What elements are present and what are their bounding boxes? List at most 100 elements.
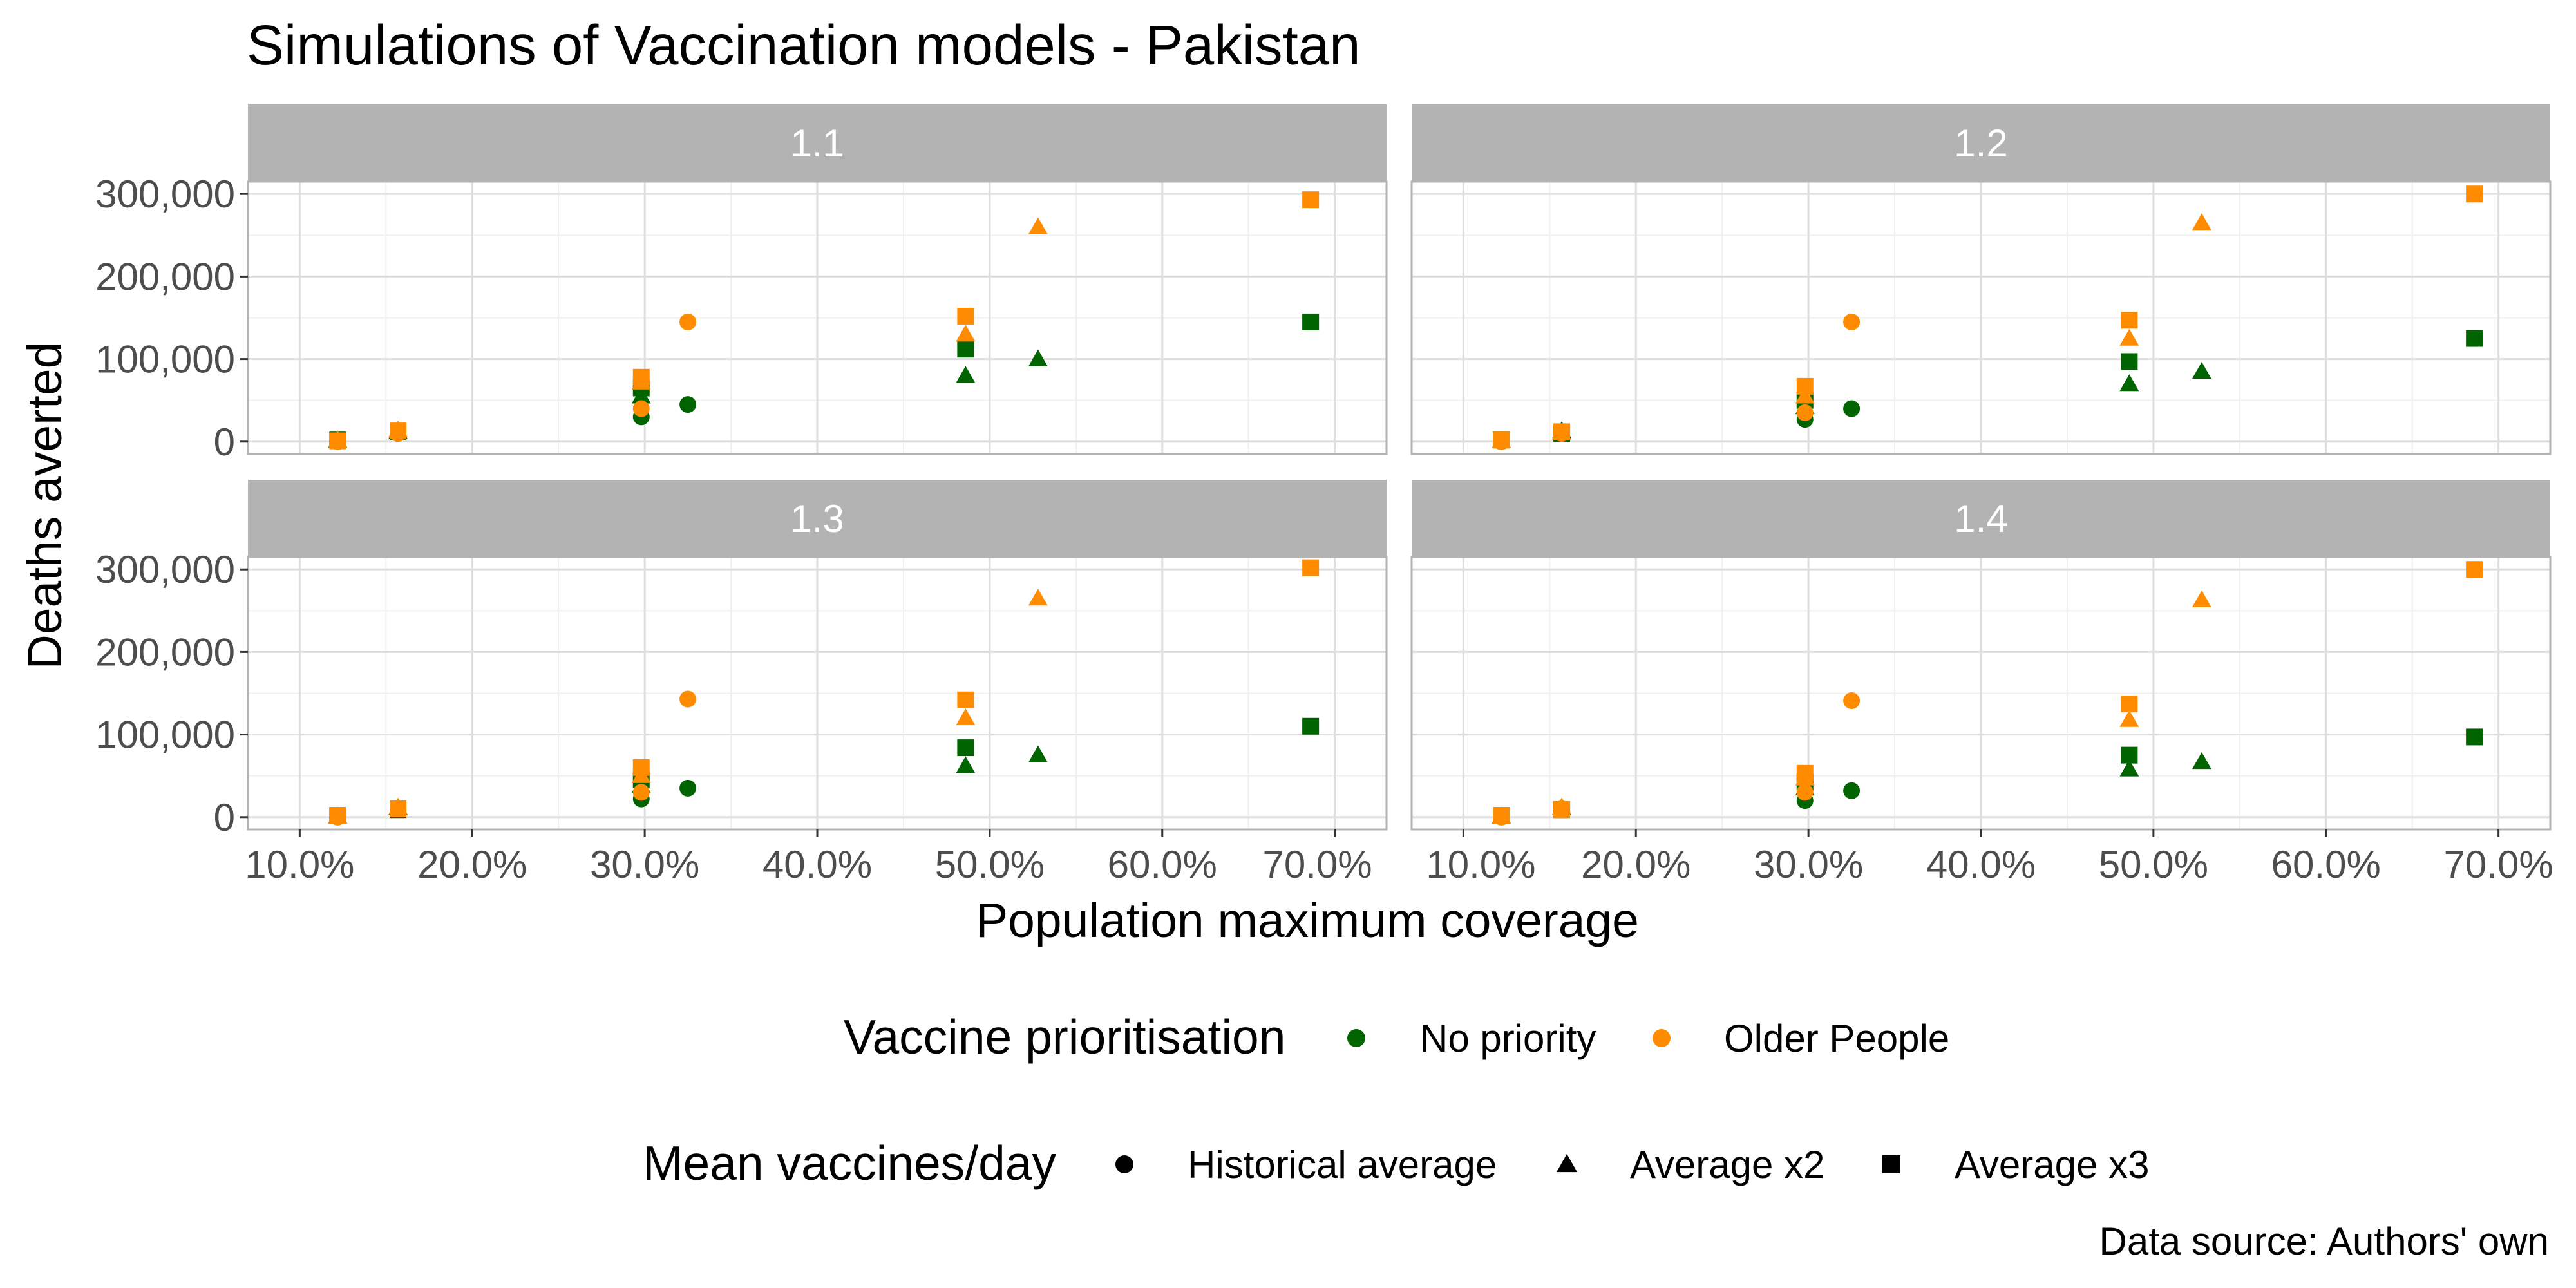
x-tick-label: 40.0% <box>762 843 872 886</box>
data-point <box>632 368 650 386</box>
data-point <box>1302 191 1320 209</box>
data-point <box>1843 400 1861 417</box>
x-tick-label: 50.0% <box>2099 843 2208 886</box>
data-point <box>632 784 650 801</box>
data-point <box>1493 807 1510 824</box>
panel-border <box>247 180 1388 455</box>
data-point <box>1553 801 1571 819</box>
x-tick-label: 70.0% <box>1262 843 1372 886</box>
facet-strip <box>248 480 1387 557</box>
x-tick-label: 20.0% <box>1581 843 1690 886</box>
y-tick-label: 0 <box>214 796 235 839</box>
data-point <box>1796 784 1814 801</box>
legend-key <box>1653 1029 1671 1047</box>
data-point <box>1843 692 1861 710</box>
x-axis-title: Population maximum coverage <box>976 893 1639 947</box>
y-tick-label: 0 <box>214 421 235 464</box>
data-point <box>390 800 407 817</box>
data-point <box>957 341 974 358</box>
data-point <box>632 759 650 776</box>
data-point <box>1028 217 1048 234</box>
data-point <box>956 366 976 383</box>
facet-strip <box>1412 104 2550 182</box>
facet-panels: 1.1 0 100,000 200,000 300,000 1.2 1.3 0 100,000 2… <box>95 104 2553 886</box>
legend-label: No priority <box>1420 1017 1596 1060</box>
data-point <box>1796 404 1814 421</box>
data-point <box>2466 728 2483 746</box>
data-point <box>956 325 976 342</box>
legends: Vaccine prioritisation No priority Older P… <box>643 1010 2149 1190</box>
x-tick-label: 10.0% <box>1426 843 1535 886</box>
y-tick-label: 100,000 <box>95 338 235 381</box>
data-point <box>1028 349 1048 366</box>
x-tick-label: 20.0% <box>417 843 527 886</box>
x-tick-label: 50.0% <box>935 843 1045 886</box>
data-point <box>679 396 697 413</box>
data-point <box>2119 759 2139 777</box>
data-point <box>1493 431 1510 449</box>
x-tick-label: 10.0% <box>245 843 354 886</box>
legend-key <box>1556 1153 1578 1173</box>
data-point <box>2192 590 2211 607</box>
data-point <box>1302 559 1320 576</box>
chart-title: Simulations of Vaccination models - Paki… <box>247 14 1361 77</box>
legend-key <box>1882 1155 1900 1173</box>
panel-border <box>1410 180 2552 455</box>
data-point <box>2119 374 2139 392</box>
data-point <box>2121 312 2138 329</box>
legend-key <box>1347 1029 1365 1047</box>
data-point <box>1302 717 1320 735</box>
data-point <box>632 400 650 417</box>
data-point <box>2466 561 2483 578</box>
y-tick-label: 200,000 <box>95 630 235 674</box>
data-point <box>679 690 697 708</box>
facet-strip-label: 1.2 <box>1954 122 2007 165</box>
data-point <box>1796 377 1814 395</box>
data-point <box>329 807 346 824</box>
y-tick-label: 100,000 <box>95 714 235 757</box>
data-point <box>956 756 976 773</box>
data-point <box>2192 752 2211 770</box>
legend-label: Historical average <box>1188 1143 1497 1186</box>
data-point <box>329 432 346 450</box>
data-point <box>2121 746 2138 764</box>
data-point <box>1553 423 1571 440</box>
legend-title: Mean vaccines/day <box>643 1136 1057 1190</box>
legend-prioritisation: Vaccine prioritisation No priority Older P… <box>844 1010 1949 1064</box>
legend-label: Average x2 <box>1630 1143 1824 1186</box>
data-point <box>2119 710 2139 727</box>
x-tick-label: 30.0% <box>590 843 699 886</box>
data-point <box>390 422 407 440</box>
data-point <box>1843 313 1861 330</box>
legend-label: Older People <box>1724 1017 1949 1060</box>
data-point <box>1796 764 1814 782</box>
data-point <box>679 779 697 797</box>
data-point <box>2119 328 2139 346</box>
x-tick-label: 30.0% <box>1754 843 1863 886</box>
data-point <box>957 691 974 708</box>
data-point <box>2466 330 2483 347</box>
y-tick-label: 200,000 <box>95 255 235 298</box>
data-point <box>1795 386 1815 404</box>
data-point <box>957 739 974 757</box>
data-point <box>2192 361 2211 379</box>
data-point <box>1028 745 1048 762</box>
data-point <box>1028 589 1048 606</box>
data-point <box>2121 696 2138 713</box>
data-point <box>2192 213 2211 231</box>
y-tick-label: 300,000 <box>95 173 235 216</box>
facet-panel-1-3: 1.3 0 100,000 200,000 300,000 10.0% 20.0% 30.0%… <box>95 480 1388 886</box>
legend-vaccines-per-day: Mean vaccines/day Historical average Avera… <box>643 1136 2149 1190</box>
x-tick-label: 40.0% <box>1926 843 2036 886</box>
legend-label: Average x3 <box>1955 1143 2149 1186</box>
facet-strip-label: 1.3 <box>790 497 844 540</box>
y-axis-title: Deaths averted <box>17 342 71 670</box>
data-point <box>1302 313 1320 330</box>
facet-panel-1-2: 1.2 <box>1410 104 2552 455</box>
data-point <box>956 708 976 726</box>
facet-strip <box>248 104 1387 182</box>
legend-title: Vaccine prioritisation <box>844 1010 1285 1064</box>
facet-strip <box>1412 480 2550 557</box>
data-point <box>2121 353 2138 370</box>
